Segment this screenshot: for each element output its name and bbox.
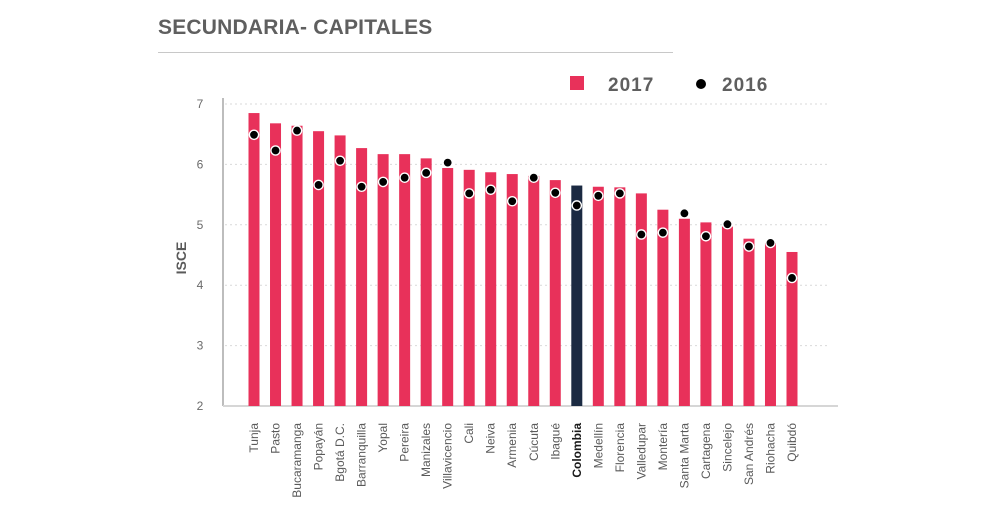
x-category-label: Barranquilla [355, 423, 369, 487]
x-category-label: Pereira [398, 423, 412, 462]
bar-2017-ibagué [549, 180, 561, 406]
y-tick-label: 4 [197, 278, 204, 292]
bar-2017-santa-marta [678, 218, 690, 406]
dot-2016-villavicencio [442, 157, 453, 168]
dot-2016-ibagué [549, 187, 561, 199]
x-category-label: Santa Marta [677, 423, 691, 489]
x-category-label: Medellín [591, 423, 605, 468]
x-category-label: Neiva [484, 423, 498, 454]
bar-2017-bucaramanga [291, 125, 303, 406]
x-category-label: Cartagena [699, 423, 713, 479]
dot-2016-santa-marta [679, 208, 690, 219]
y-axis-label: ISCE [173, 242, 189, 275]
x-category-label: Cali [462, 423, 476, 444]
bar-2017-florencia [614, 187, 626, 406]
bar-2017-manizales [420, 158, 432, 406]
y-tick-label: 2 [197, 399, 204, 413]
bar-2017-quibdó [786, 251, 798, 406]
x-category-label: Manizales [419, 423, 433, 477]
x-category-label: Cúcuta [527, 423, 541, 461]
dot-2016-pasto [270, 145, 281, 156]
x-category-label: Yopal [376, 423, 390, 453]
bar-2017-neiva [485, 172, 497, 406]
bar-2017-yopal [377, 154, 389, 406]
x-category-label: Pasto [269, 423, 283, 454]
bar-2017-colombia [571, 185, 583, 406]
x-category-label: San Andrés [742, 423, 756, 485]
title-divider [158, 52, 673, 53]
x-category-label: Valledupar [634, 423, 648, 479]
y-tick-label: 3 [197, 339, 204, 353]
grid-layer [225, 103, 830, 347]
bar-2017-riohacha [764, 242, 776, 406]
dot-2016-florencia [614, 188, 626, 199]
y-tick-label: 7 [197, 97, 204, 111]
bar-2017-barranquilla [356, 148, 368, 407]
x-category-label: Armenia [505, 423, 519, 468]
dot-2016-san-andrés [743, 241, 755, 252]
bars-layer [248, 113, 798, 407]
x-category-label: Ibagué [548, 423, 562, 460]
bar-2017-villavicencio [442, 168, 454, 406]
x-category-labels: Tunja Pasto Bucaramanga Popayán Bgotá D.C. Ba… [247, 423, 799, 498]
x-category-label: Bgotá D.C. [333, 423, 347, 482]
bar-2017-cartagena [700, 222, 712, 406]
dot-2016-valledupar [636, 229, 647, 240]
x-category-label: Colombia [570, 423, 584, 478]
dot-2016-colombia [571, 200, 583, 211]
bar-2017-sincelejo [721, 226, 733, 406]
dot-2016-armenia [506, 195, 518, 207]
bar-2017-cúcuta [528, 175, 540, 406]
dot-2016-bgotá-d-c- [334, 155, 346, 167]
y-tick-label: 5 [197, 218, 204, 232]
dot-2016-pereira [399, 172, 410, 183]
legend: 2017 2016 [570, 75, 768, 96]
dot-2016-quibdó [786, 272, 798, 284]
bar-2017-armenia [506, 174, 518, 406]
dot-2016-popayán [313, 179, 324, 191]
dot-2016-bucaramanga [291, 125, 303, 136]
x-category-label: Quibdó [785, 423, 799, 462]
dot-2016-cali [463, 188, 475, 199]
bar-2017-medellín [592, 186, 604, 406]
bar-2017-montería [657, 209, 669, 406]
x-category-label: Sincelejo [720, 423, 734, 472]
legend-swatch-2017 [570, 76, 584, 90]
dot-2016-sincelejo [722, 218, 733, 230]
x-category-label: Florencia [613, 423, 627, 473]
y-tick-label: 6 [197, 157, 204, 171]
x-category-label: Villavicencio [441, 423, 455, 489]
y-ticks: 2 3 4 5 6 7 [197, 97, 204, 413]
bar-2017-tunja [248, 113, 260, 406]
dot-2016-medellín [593, 190, 604, 202]
dot-2016-manizales [420, 167, 432, 179]
bar-2017-pasto [270, 123, 282, 406]
legend-label-2017: 2017 [608, 75, 654, 96]
dot-2016-montería [657, 227, 669, 238]
bar-2017-cali [463, 169, 475, 406]
bar-2017-pereira [399, 154, 411, 406]
dot-2016-tunja [248, 129, 260, 141]
x-category-label: Bucaramanga [290, 423, 304, 498]
dot-2016-barranquilla [356, 181, 367, 193]
legend-swatch-2016 [696, 79, 706, 89]
dot-2016-neiva [485, 184, 497, 196]
x-category-label: Riohacha [763, 423, 777, 474]
bar-2017-valledupar [635, 193, 647, 406]
bar-2017-san-andrés [743, 238, 755, 406]
dots-layer [248, 125, 798, 284]
dot-2016-cúcuta [528, 172, 540, 183]
dot-2016-cartagena [700, 230, 712, 242]
bar-2017-bgotá-d-c- [334, 135, 346, 406]
dot-2016-riohacha [765, 237, 776, 249]
x-category-label: Montería [656, 423, 670, 471]
x-category-label: Popayán [312, 423, 326, 470]
chart-title: SECUNDARIA- CAPITALES [158, 16, 433, 39]
legend-label-2016: 2016 [722, 75, 768, 96]
x-category-label: Tunja [247, 423, 261, 453]
dot-2016-yopal [377, 176, 389, 188]
bar-2017-popayán [313, 131, 325, 406]
